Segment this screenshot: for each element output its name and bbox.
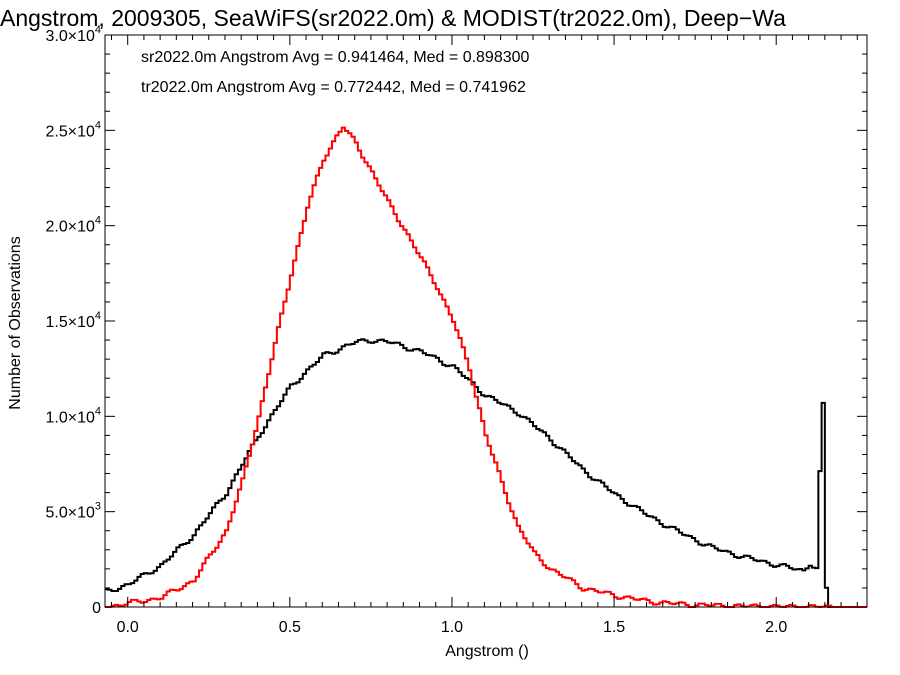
plot-area: 0.0 0.5 1.0 1.5 2.0 0 5.0×103 1.0×104 1.5×104 2.0…: [45, 24, 868, 636]
y-tick-label: 3.0×104: [45, 24, 101, 45]
y-tick-label: 5.0×103: [45, 501, 101, 522]
series-line-0: [105, 338, 867, 608]
plot-frame: [104, 34, 868, 608]
y-tick-label: 1.0×104: [45, 405, 101, 426]
y-tick-label: 2.5×104: [45, 119, 101, 140]
x-tick-label: 1.0: [441, 619, 463, 636]
y-tick-label: 1.5×104: [45, 310, 101, 331]
x-tick-label: 0.0: [117, 619, 139, 636]
series-line-1: [105, 126, 867, 608]
x-tick-label: 2.0: [765, 619, 787, 636]
y-axis-label: Number of Observations: [7, 236, 24, 409]
x-axis-label: Angstrom (): [445, 643, 529, 660]
y-tick-label: 2.0×104: [45, 215, 101, 236]
x-tick-label: 1.5: [603, 619, 625, 636]
chart-title: Angstrom, 2009305, SeaWiFS(sr2022.0m) & …: [0, 5, 786, 31]
x-tick-label: 0.5: [279, 619, 301, 636]
annotation-sr2022: sr2022.0m Angstrom Avg = 0.941464, Med =…: [141, 49, 530, 66]
y-tick-label: 0: [92, 600, 101, 617]
annotation-tr2022: tr2022.0m Angstrom Avg = 0.772442, Med =…: [141, 79, 526, 96]
